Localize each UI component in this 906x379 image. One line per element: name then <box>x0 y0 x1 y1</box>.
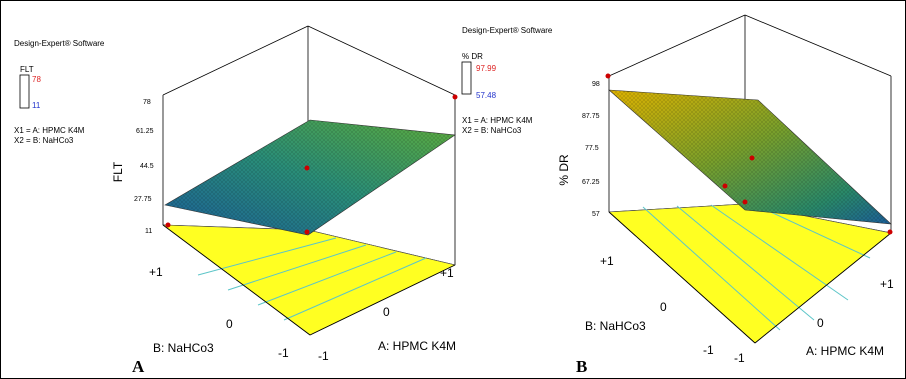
legend-title-a: FLT <box>20 65 34 74</box>
panel-a: Design-Expert® Software FLT 78 11 X1 = A… <box>14 25 458 376</box>
design-point <box>605 73 611 79</box>
box-front-b <box>608 211 892 344</box>
b-tick-a-m1: -1 <box>278 346 289 360</box>
software-label-b: Design-Expert® Software <box>462 26 553 35</box>
box-front-a <box>162 224 456 336</box>
z-tick-a-5: 11 <box>145 228 152 235</box>
design-points-a <box>165 94 458 235</box>
legend-low-a: 11 <box>32 101 41 110</box>
z-tick-a-4: 27.75 <box>134 196 152 203</box>
design-point <box>749 155 755 161</box>
legend-high-b: 97.99 <box>476 64 497 73</box>
a-tick-b-m1: -1 <box>734 351 745 365</box>
z-tick-b-2: 87.75 <box>582 113 600 120</box>
legend-low-b: 57.48 <box>476 91 497 100</box>
design-point <box>722 183 728 189</box>
legend-title-b: % DR <box>462 52 483 61</box>
b-axis-label-b: B: NaHCo3 <box>585 319 646 333</box>
legend-swatch-a <box>19 74 30 109</box>
design-points-b <box>605 73 893 235</box>
z-tick-b-3: 77.5 <box>585 145 599 152</box>
design-point <box>887 229 893 235</box>
design-point <box>304 165 310 171</box>
panel-b: Design-Expert® Software % DR 97.99 57.48… <box>461 14 894 376</box>
factor-line-b-1: X1 = A: HPMC K4M <box>462 116 533 125</box>
a-tick-b-1: +1 <box>880 277 894 291</box>
b-tick-a-0: 0 <box>226 317 233 331</box>
z-tick-b-5: 57 <box>592 211 600 218</box>
z-tick-b-1: 98 <box>592 81 600 88</box>
floor-b <box>608 203 892 344</box>
z-axis-label-b: % DR <box>557 154 571 186</box>
z-tick-a-1: 78 <box>143 99 151 106</box>
a-tick-a-1: +1 <box>440 266 454 280</box>
factor-line-a-1: X1 = A: HPMC K4M <box>14 126 85 135</box>
factor-line-b-2: X2 = B: NaHCo3 <box>462 126 522 135</box>
a-axis-label-b: A: HPMC K4M <box>806 344 884 358</box>
floor-a <box>162 224 456 336</box>
z-axis-label-a: FLT <box>111 161 125 182</box>
legend-swatch-b <box>461 61 472 95</box>
factor-line-a-2: X2 = B: NaHCo3 <box>14 136 74 145</box>
floor-contours-b <box>642 204 871 331</box>
design-point <box>742 199 748 205</box>
design-point <box>452 94 458 100</box>
panel-label-b: B <box>576 357 587 376</box>
b-tick-b-0: 0 <box>660 300 667 314</box>
legend-high-a: 78 <box>32 75 41 84</box>
a-tick-a-0: 0 <box>383 305 390 319</box>
a-axis-label-a: A: HPMC K4M <box>378 339 456 353</box>
design-point <box>165 222 171 228</box>
b-axis-label-a: B: NaHCo3 <box>153 341 214 355</box>
z-tick-a-3: 44.5 <box>140 163 154 170</box>
panel-label-a: A <box>132 357 145 376</box>
a-tick-a-m1: -1 <box>318 349 329 363</box>
software-label-a: Design-Expert® Software <box>14 39 105 48</box>
surface-mesh-a <box>165 120 455 235</box>
design-point <box>304 229 310 235</box>
a-tick-b-0: 0 <box>817 316 824 330</box>
b-tick-b-1: +1 <box>600 254 614 268</box>
b-tick-a-1: +1 <box>149 265 163 279</box>
b-tick-b-m1: -1 <box>703 343 714 357</box>
z-tick-b-4: 67.25 <box>582 179 600 186</box>
z-tick-a-2: 61.25 <box>136 128 154 135</box>
